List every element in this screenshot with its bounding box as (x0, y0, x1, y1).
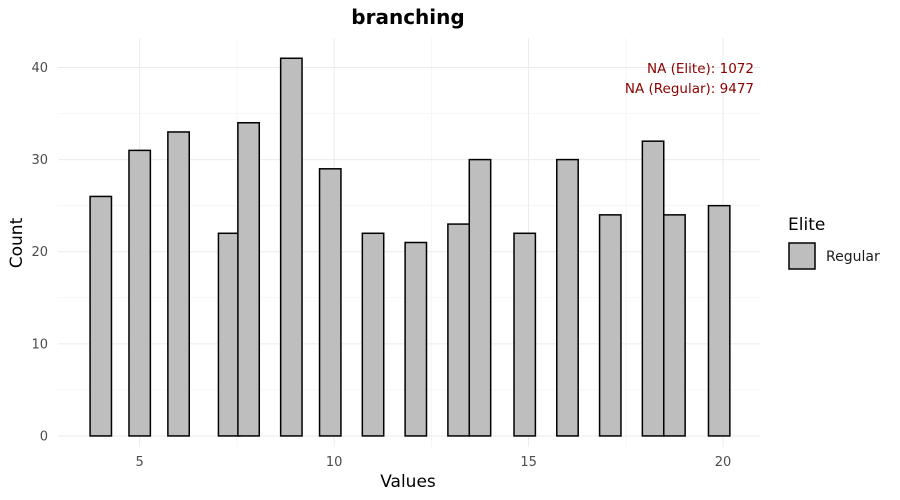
na-regular-annotation: NA (Regular): 9477 (625, 81, 754, 97)
na-elite-annotation: NA (Elite): 1072 (647, 61, 754, 77)
y-tick-labels: 0 10 20 30 40 (31, 61, 48, 444)
y-axis-title: Count (7, 217, 27, 268)
bar (468, 158, 492, 437)
bar (598, 214, 622, 437)
x-tick-label: 20 (715, 455, 732, 470)
bar (707, 204, 731, 437)
bar (404, 241, 428, 437)
bar (167, 131, 191, 437)
bar (279, 57, 303, 437)
bar (237, 121, 261, 437)
bars (89, 57, 731, 437)
chart-title: branching (351, 5, 464, 29)
bar (89, 195, 113, 437)
y-tick-label: 0 (40, 429, 48, 444)
bar (128, 149, 152, 437)
y-tick-label: 30 (31, 153, 48, 168)
bar (513, 232, 537, 437)
legend-swatch-regular (788, 242, 816, 270)
y-tick-label: 40 (31, 61, 48, 76)
bar (217, 232, 241, 437)
x-tick-label: 15 (520, 455, 537, 470)
x-axis-title: Values (380, 472, 436, 492)
bar (556, 158, 579, 437)
bar (447, 223, 471, 437)
bar (641, 140, 665, 437)
x-tick-label: 5 (136, 455, 144, 470)
x-tick-label: 10 (326, 455, 343, 470)
bar (662, 214, 686, 437)
legend-label-regular: Regular (826, 249, 880, 265)
x-tick-labels: 5 10 15 20 (136, 455, 732, 470)
bar (318, 168, 342, 437)
y-tick-label: 20 (31, 245, 48, 260)
legend-title: Elite (788, 215, 825, 235)
bar (361, 232, 385, 437)
legend: Elite Regular (788, 215, 880, 270)
y-tick-label: 10 (31, 337, 48, 352)
